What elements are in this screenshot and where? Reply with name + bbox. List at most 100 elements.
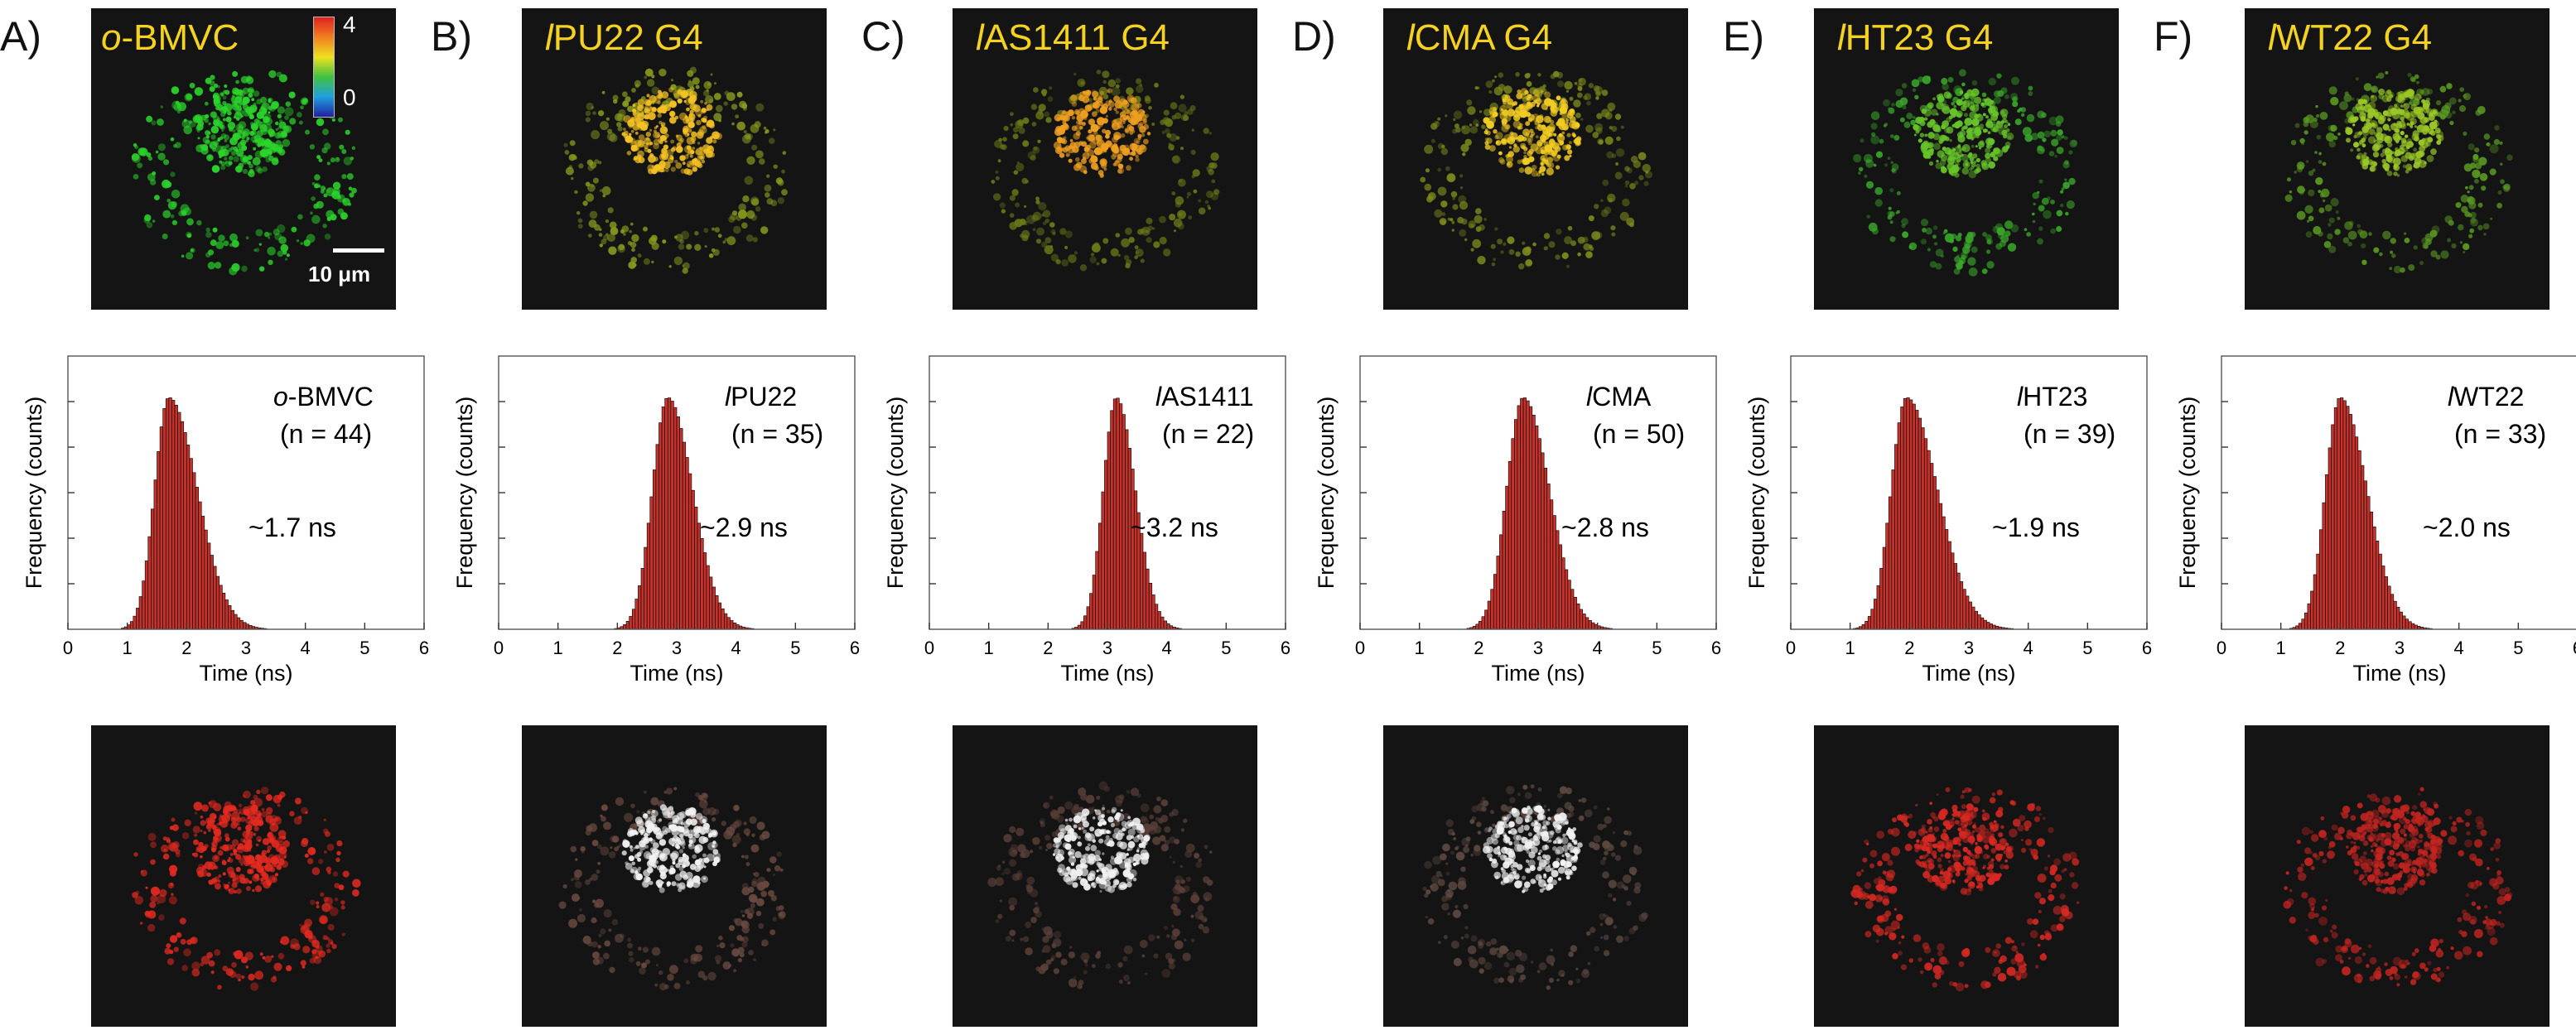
sample-prefix: o	[273, 382, 288, 412]
sample-main: HT23	[2023, 382, 2087, 412]
histogram-bar	[129, 621, 134, 630]
histogram-bar	[1490, 589, 1494, 630]
histogram-bar	[1487, 600, 1491, 630]
histogram-bar	[2354, 436, 2359, 630]
histogram-bar	[1511, 438, 1515, 630]
histogram-bar	[1526, 400, 1530, 630]
sample-count: (n = 44)	[280, 419, 372, 449]
lifetime-value: ~2.0 ns	[2423, 513, 2511, 542]
plot-frame	[1790, 355, 2148, 630]
x-tick-label: 5	[790, 638, 800, 658]
panel-letter: C)	[861, 13, 905, 60]
histogram-bar	[2322, 502, 2326, 630]
panel-letter: D)	[1292, 13, 1336, 60]
x-tick-label: 1	[984, 638, 994, 658]
histogram-bar	[1146, 568, 1150, 630]
histogram-bar	[700, 538, 704, 630]
sample-main: PU22	[731, 382, 797, 412]
title-prefix: l	[976, 17, 984, 58]
histogram-bar	[1923, 438, 1928, 630]
histogram-bar	[1552, 515, 1556, 630]
histogram-bar	[2318, 529, 2323, 630]
histogram-bar	[234, 614, 238, 630]
histogram-bar	[1882, 546, 1886, 630]
histogram-bar	[1936, 489, 1940, 630]
flim-image: o-BMVC 4 0 10 μm	[91, 8, 396, 310]
histogram-bar	[1151, 595, 1155, 630]
histogram-bar	[1097, 522, 1102, 630]
histogram-bar	[1918, 417, 1922, 630]
histogram-bar	[1520, 397, 1524, 630]
histogram-bar	[1977, 614, 1981, 630]
histogram-bar	[2363, 480, 2367, 630]
histogram-bar	[679, 428, 683, 630]
histogram-bar	[1903, 397, 1908, 630]
histogram-bar	[1974, 610, 1979, 630]
histogram-bar	[1938, 503, 1943, 630]
sample-prefix: l	[2448, 382, 2454, 412]
histogram-bar	[640, 568, 644, 630]
histogram-bar	[1502, 510, 1506, 630]
x-tick-label: 3	[1964, 638, 1974, 658]
histogram-bar	[1140, 532, 1144, 630]
histogram-bar	[144, 561, 149, 630]
histogram-bar	[177, 412, 181, 630]
histogram-bar	[1576, 603, 1580, 630]
x-tick-label: 3	[672, 638, 682, 658]
cell-fluorescence-bottom	[1850, 787, 2080, 992]
histogram-bar	[1891, 469, 1895, 630]
intensity-image	[522, 725, 827, 1027]
x-tick-label: 4	[1593, 638, 1603, 658]
sample-main: BMVC	[297, 382, 373, 412]
histogram-bar	[691, 489, 695, 630]
histogram-bar	[2304, 612, 2308, 630]
histogram-bar	[1142, 551, 1146, 630]
x-axis-label: Time (ns)	[2353, 661, 2447, 686]
histogram-bar	[1585, 617, 1589, 630]
histogram-bar	[219, 585, 223, 630]
histogram-bar	[1876, 585, 1880, 630]
sample-label: lCMA	[1586, 382, 1652, 412]
image-title: lPU22 G4	[545, 13, 703, 63]
histogram-bar	[189, 458, 193, 630]
title-main: AS1411 G4	[983, 17, 1170, 58]
x-tick-label: 6	[1711, 638, 1721, 658]
lifetime-histogram: 0 1 2 3 4 5 6 Time (ns) Frequency (counts) lWT22 (…	[2175, 355, 2576, 686]
cell-fluorescence-bottom	[2283, 787, 2513, 987]
histogram-bar	[1879, 568, 1884, 630]
x-tick-label: 4	[1162, 638, 1172, 658]
histogram-bar	[667, 397, 672, 630]
histogram-bar	[230, 609, 234, 630]
intensity-image	[2245, 725, 2549, 1027]
histogram-bar	[634, 599, 639, 630]
histogram-bar	[1532, 414, 1536, 630]
histogram-bar	[1493, 574, 1498, 630]
x-axis-label: Time (ns)	[200, 661, 293, 686]
histogram-bar	[638, 585, 642, 630]
lifetime-histogram: 0 1 2 3 4 5 6 Time (ns) Frequency (counts) lPU22 (…	[452, 355, 860, 686]
histogram-bar	[133, 615, 137, 630]
sample-label: lAS1411	[1155, 382, 1254, 412]
histogram-bar	[210, 555, 214, 630]
intensity-image	[91, 725, 396, 1027]
x-tick-label: 3	[1102, 638, 1112, 658]
histogram-bar	[1927, 450, 1931, 630]
cell-fluorescence-top	[131, 70, 357, 276]
sample-prefix: l	[1586, 382, 1593, 412]
histogram-bar	[204, 529, 208, 630]
title-main: WT22 G4	[2275, 17, 2433, 58]
x-tick-label: 6	[1281, 638, 1290, 658]
panel-a: A) o-BMVC 4 0 10 μm 0 1 2 3 4 5 6 Time (ns) Frequency…	[0, 0, 431, 1035]
x-tick-label: 3	[1533, 638, 1543, 658]
y-axis-label: Frequency (counts)	[2175, 397, 2200, 590]
image-title: lAS1411 G4	[976, 13, 1170, 63]
histogram-bar	[715, 595, 719, 630]
x-tick-label: 2	[612, 638, 622, 658]
histogram-bar	[694, 506, 698, 630]
x-tick-label: 1	[2276, 638, 2286, 658]
histogram-bar	[1921, 427, 1925, 630]
histogram-bar	[228, 605, 232, 630]
flim-image: lCMA G4	[1383, 8, 1688, 310]
x-tick-label: 4	[2454, 638, 2464, 658]
histogram-bar	[186, 445, 191, 630]
